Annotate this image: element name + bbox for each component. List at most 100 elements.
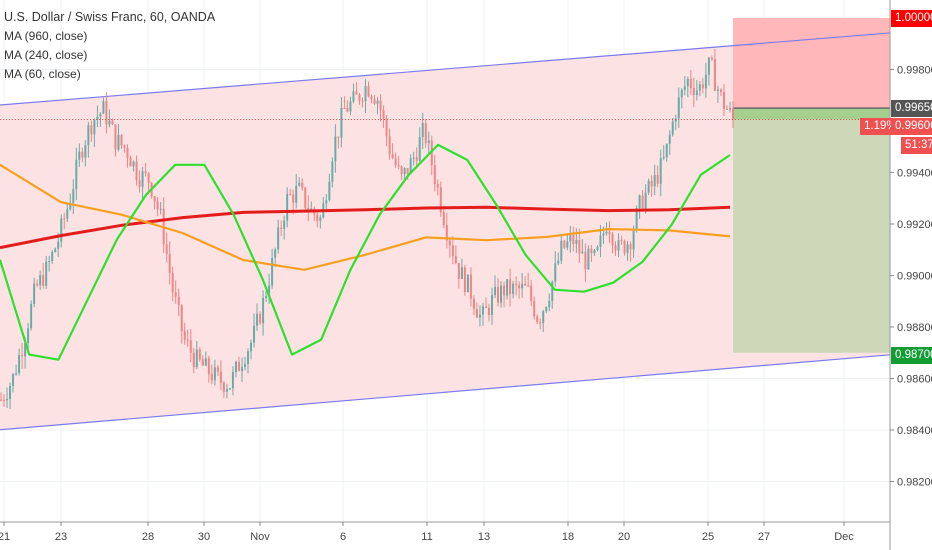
candle-body bbox=[307, 207, 310, 211]
candle-body bbox=[72, 189, 75, 204]
candle-body bbox=[433, 165, 436, 184]
candle-body bbox=[683, 86, 686, 90]
candle-body bbox=[201, 359, 204, 366]
candle-body bbox=[713, 59, 716, 91]
candle-body bbox=[364, 86, 367, 102]
candle-body bbox=[397, 165, 400, 167]
candle-body bbox=[186, 339, 189, 341]
candle-body bbox=[27, 328, 30, 344]
candle-body bbox=[662, 157, 665, 159]
candle-body bbox=[472, 298, 475, 310]
symbol-title[interactable]: U.S. Dollar / Swiss Franc, 60, OANDA bbox=[4, 10, 216, 24]
candle-body bbox=[156, 201, 159, 210]
time-tick-label: 30 bbox=[198, 531, 210, 543]
candle-body bbox=[304, 187, 307, 208]
candle-body bbox=[63, 218, 66, 220]
candle-body bbox=[361, 100, 364, 102]
candle-body bbox=[117, 134, 120, 150]
candle-body bbox=[39, 274, 42, 286]
candle-body bbox=[647, 180, 650, 193]
candle-body bbox=[518, 284, 521, 289]
candle-body bbox=[674, 118, 677, 122]
candle-body bbox=[503, 285, 506, 296]
candle-body bbox=[566, 241, 569, 248]
candle-body bbox=[563, 240, 566, 248]
candle-body bbox=[174, 292, 177, 297]
candle-body bbox=[581, 251, 584, 254]
candle-body bbox=[376, 100, 379, 104]
candle-body bbox=[36, 283, 39, 286]
candle-body bbox=[620, 240, 623, 242]
candle-body bbox=[234, 361, 237, 373]
time-tick-label: 18 bbox=[562, 531, 574, 543]
candle-body bbox=[448, 240, 451, 246]
candle-body bbox=[48, 261, 51, 263]
candle-body bbox=[704, 74, 707, 89]
candle-body bbox=[213, 367, 216, 381]
candle-body bbox=[626, 244, 629, 254]
candle-body bbox=[75, 159, 78, 190]
candle-body bbox=[692, 87, 695, 95]
candle-body bbox=[138, 180, 141, 187]
candle-body bbox=[189, 340, 192, 353]
candle-body bbox=[732, 108, 734, 120]
candle-body bbox=[463, 267, 466, 293]
candle-body bbox=[343, 107, 346, 109]
price-axis-bg bbox=[890, 0, 932, 550]
candle-body bbox=[222, 382, 225, 392]
candle-body bbox=[542, 311, 545, 324]
candle-body bbox=[728, 108, 731, 110]
candle-body bbox=[265, 296, 268, 298]
candle-body bbox=[57, 241, 60, 249]
candle-body bbox=[30, 303, 33, 329]
candle-body bbox=[590, 248, 593, 254]
candle-body bbox=[126, 148, 129, 158]
candle-body bbox=[545, 307, 548, 312]
time-tick-label: 28 bbox=[142, 531, 154, 543]
time-tick-label: 13 bbox=[478, 531, 490, 543]
candle-body bbox=[391, 154, 394, 158]
candle-body bbox=[436, 183, 439, 188]
candle-body bbox=[442, 212, 445, 226]
candle-body bbox=[42, 274, 45, 286]
candle-body bbox=[18, 355, 21, 374]
candle-body bbox=[494, 286, 497, 296]
legend-ma-960[interactable]: MA (960, close) bbox=[4, 29, 88, 43]
candle-body bbox=[475, 309, 478, 318]
candle-body bbox=[659, 157, 662, 184]
time-tick-label: 21 bbox=[0, 531, 10, 543]
candle-body bbox=[114, 124, 117, 150]
candle-body bbox=[301, 182, 304, 188]
candle-body bbox=[78, 151, 81, 160]
candle-body bbox=[644, 192, 647, 209]
candle-body bbox=[24, 343, 27, 357]
candle-body bbox=[253, 325, 256, 343]
candle-body bbox=[427, 140, 430, 144]
candle-body bbox=[409, 158, 412, 174]
candle-body bbox=[277, 227, 280, 250]
candle-body bbox=[21, 355, 24, 357]
candle-body bbox=[686, 78, 689, 87]
legend-ma-60[interactable]: MA (60, close) bbox=[4, 67, 81, 81]
candle-body bbox=[352, 91, 355, 102]
legend-ma-240[interactable]: MA (240, close) bbox=[4, 48, 88, 62]
candle-body bbox=[204, 358, 207, 366]
candle-body bbox=[331, 161, 334, 182]
candle-body bbox=[219, 371, 222, 383]
candle-body bbox=[337, 136, 340, 138]
candle-body bbox=[418, 137, 421, 161]
candle-body bbox=[557, 260, 560, 264]
candle-body bbox=[716, 89, 719, 91]
candle-body bbox=[481, 306, 484, 315]
candle-body bbox=[355, 91, 358, 95]
candle-body bbox=[237, 361, 240, 371]
candle-body bbox=[262, 297, 265, 324]
candle-body bbox=[105, 101, 108, 125]
candle-body bbox=[500, 285, 503, 303]
candle-body bbox=[506, 279, 509, 296]
stop-price-tag: 0.98700 bbox=[891, 347, 932, 364]
candle-body bbox=[524, 283, 527, 286]
